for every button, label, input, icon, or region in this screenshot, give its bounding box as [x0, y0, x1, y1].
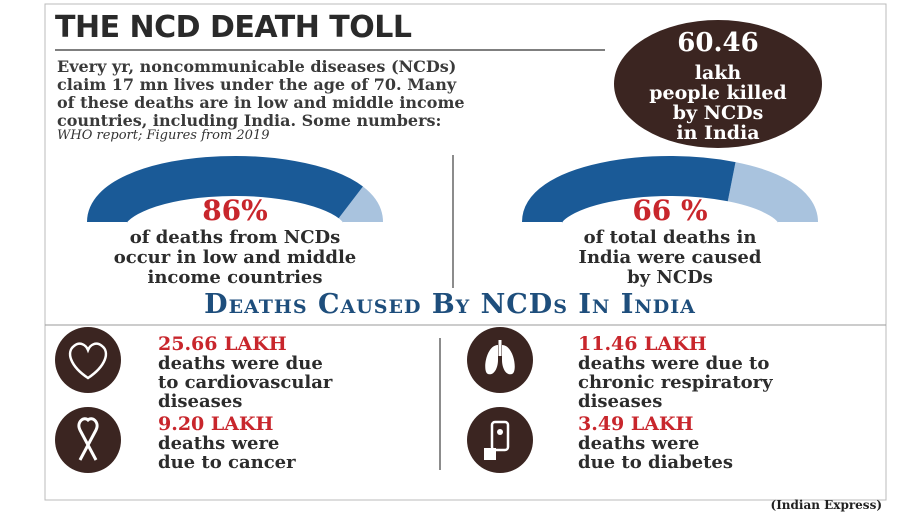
intro-line: claim 17 mn lives under the age of 70. M…: [57, 75, 457, 94]
gauge-track: [337, 186, 383, 225]
heart-icon: [55, 327, 121, 393]
stat-text: diseases: [578, 391, 663, 412]
gauge-caption: India were caused: [578, 247, 762, 268]
stat-figure: 11.46 LAKH: [578, 333, 707, 355]
stat-text: deaths were: [158, 433, 280, 454]
gauge-caption: by NCDs: [627, 267, 713, 288]
gauge-fill: [522, 156, 736, 225]
gauge-caption: of deaths from NCDs: [129, 227, 341, 248]
gauge-label: 66 %: [632, 194, 708, 227]
stat-text: chronic respiratory: [578, 372, 773, 393]
gauge-caption: of total deaths in: [583, 227, 757, 248]
stat-text: deaths were due: [158, 353, 323, 374]
intro-line: Every yr, noncommunicable diseases (NCDs…: [57, 57, 457, 76]
gauge-caption: income countries: [147, 267, 323, 288]
intro-line: of these deaths are in low and middle in…: [57, 93, 465, 112]
section-title: Deaths Caused By NCDs In India: [204, 289, 696, 320]
title: THE NCD DEATH TOLL: [55, 10, 412, 45]
intro-line: countries, including India. Some numbers…: [57, 111, 442, 130]
stat-text: due to diabetes: [578, 452, 734, 473]
source: WHO report; Figures from 2019: [57, 128, 270, 143]
stat-text: deaths were: [578, 433, 700, 454]
frame: [44, 3, 887, 501]
highlight-line: people killed: [649, 82, 787, 104]
highlight-line: lakh: [694, 62, 742, 84]
highlight-line: in India: [676, 122, 760, 144]
gauge-fill: [87, 156, 363, 225]
gauge-track: [727, 162, 818, 225]
gauge-label: 86%: [202, 194, 268, 227]
stat-figure: 3.49 LAKH: [578, 413, 694, 435]
credit: (Indian Express): [770, 498, 882, 512]
stat-text: deaths were due to: [578, 353, 770, 374]
highlight-figure: 60.46: [677, 28, 759, 58]
stat-text: diseases: [158, 391, 243, 412]
diabetes-icon: [467, 407, 533, 473]
cancer-icon: [55, 407, 121, 473]
gauge-caption: occur in low and middle: [113, 247, 357, 268]
highlight-oval: [614, 20, 822, 148]
stat-figure: 9.20 LAKH: [158, 413, 274, 435]
lungs-icon: [467, 327, 533, 393]
stat-text: to cardiovascular: [158, 372, 333, 393]
highlight-line: by NCDs: [672, 102, 764, 124]
stat-figure: 25.66 LAKH: [158, 333, 287, 355]
stat-text: due to cancer: [158, 452, 296, 473]
